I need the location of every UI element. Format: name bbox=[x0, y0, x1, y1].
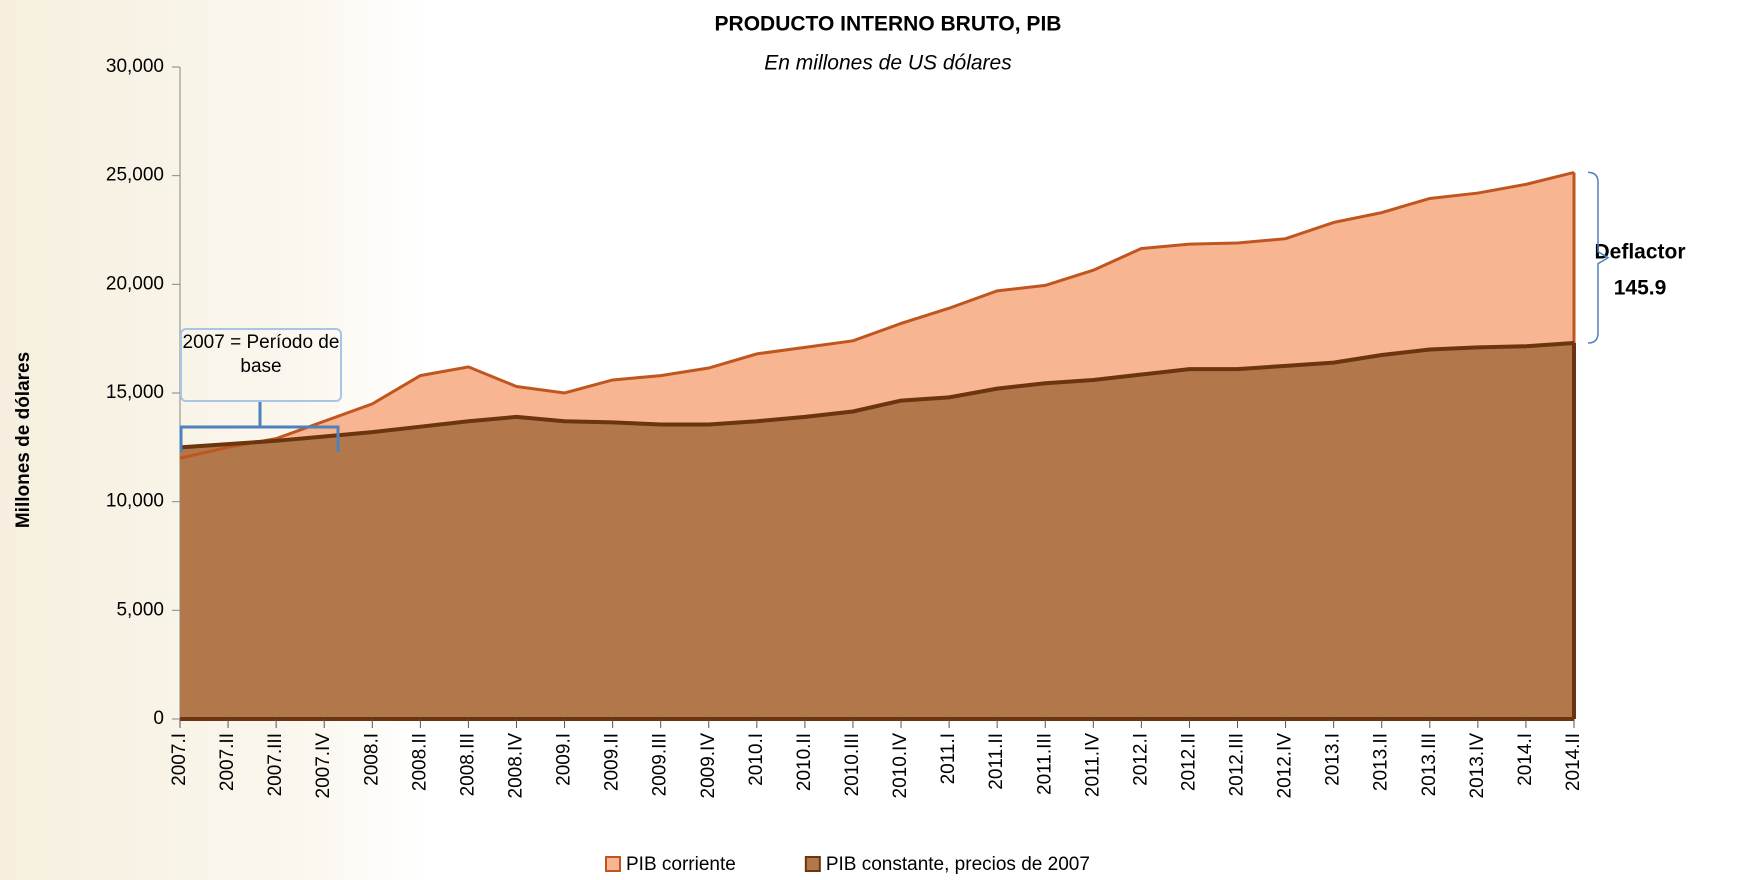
x-tick-label: 2013.I bbox=[1323, 733, 1344, 786]
legend-label: PIB corriente bbox=[626, 854, 736, 875]
chart-subtitle: En millones de US dólares bbox=[764, 52, 1012, 75]
y-tick-label: 30,000 bbox=[106, 56, 164, 77]
x-tick-label: 2014.II bbox=[1563, 733, 1584, 791]
x-tick-label: 2012.IV bbox=[1275, 733, 1296, 799]
x-tick-label: 2012.II bbox=[1178, 733, 1199, 791]
x-tick-label: 2013.II bbox=[1371, 733, 1392, 791]
legend-swatch bbox=[806, 857, 820, 871]
x-tick-label: 2007.II bbox=[217, 733, 238, 791]
x-tick-label: 2010.I bbox=[746, 733, 767, 786]
x-tick-label: 2010.IV bbox=[890, 733, 911, 799]
y-tick-label: 0 bbox=[153, 708, 164, 729]
y-tick-label: 10,000 bbox=[106, 491, 164, 512]
x-tick-label: 2009.II bbox=[602, 733, 623, 791]
base-period-note: 2007 = Período de base bbox=[180, 328, 342, 402]
x-tick-label: 2008.I bbox=[361, 733, 382, 786]
y-tick-label: 25,000 bbox=[106, 165, 164, 186]
x-tick-label: 2008.II bbox=[409, 733, 430, 791]
x-tick-label: 2013.III bbox=[1419, 733, 1440, 796]
x-tick-label: 2009.IV bbox=[698, 733, 719, 799]
x-tick-label: 2011.I bbox=[938, 733, 959, 784]
x-tick-label: 2009.III bbox=[650, 733, 671, 796]
x-tick-label: 2010.II bbox=[794, 733, 815, 791]
deflator-value: 145.9 bbox=[1614, 277, 1667, 300]
legend-label: PIB constante, precios de 2007 bbox=[826, 854, 1090, 875]
x-tick-label: 2014.I bbox=[1515, 733, 1536, 786]
x-tick-label: 2008.IV bbox=[505, 733, 526, 799]
y-axis-label: Millones de dólares bbox=[13, 352, 34, 528]
page: PRODUCTO INTERNO BRUTO, PIB En millones … bbox=[0, 0, 1741, 880]
x-tick-label: 2008.III bbox=[457, 733, 478, 796]
x-tick-label: 2011.III bbox=[1034, 733, 1055, 795]
x-tick-label: 2007.III bbox=[265, 733, 286, 796]
deflator-label: Deflactor bbox=[1594, 241, 1685, 264]
x-tick-label: 2013.IV bbox=[1467, 733, 1488, 799]
y-tick-label: 5,000 bbox=[116, 599, 164, 620]
x-tick-label: 2011.II bbox=[986, 733, 1007, 790]
x-tick-label: 2009.I bbox=[554, 733, 575, 786]
x-tick-label: 2010.III bbox=[842, 733, 863, 796]
x-tick-label: 2007.IV bbox=[313, 733, 334, 799]
y-tick-label: 20,000 bbox=[106, 273, 164, 294]
legend-swatch bbox=[606, 857, 620, 871]
x-tick-label: 2007.I bbox=[169, 733, 190, 786]
chart-title: PRODUCTO INTERNO BRUTO, PIB bbox=[715, 13, 1062, 36]
x-tick-label: 2011.IV bbox=[1082, 733, 1103, 797]
x-tick-label: 2012.I bbox=[1130, 733, 1151, 786]
x-tick-label: 2012.III bbox=[1227, 733, 1248, 796]
y-tick-label: 15,000 bbox=[106, 382, 164, 403]
chart: PRODUCTO INTERNO BRUTO, PIB En millones … bbox=[0, 0, 1741, 880]
